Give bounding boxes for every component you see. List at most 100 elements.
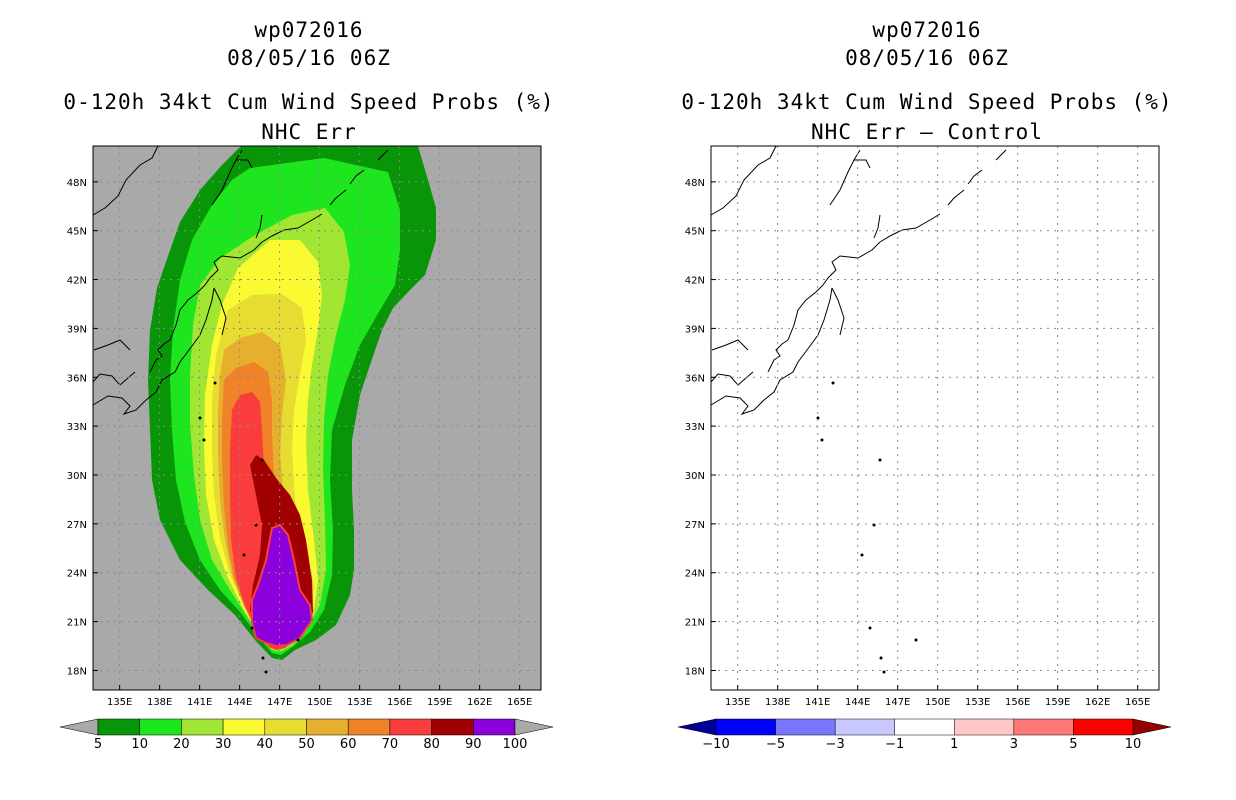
coastlines xyxy=(710,145,1007,674)
coastline-segment xyxy=(261,213,323,243)
colorbar-label: 20 xyxy=(173,737,190,752)
colorbar-low-arrow xyxy=(59,718,99,736)
lat-label: 45N xyxy=(685,227,705,238)
colorbar-label: 70 xyxy=(382,737,399,752)
map-background xyxy=(711,146,1159,690)
lat-labels: 48N 45N 42N 39N 36N 33N 30N 27N 24N 21N 18N xyxy=(685,178,716,677)
forecast-datetime: 08/05/16 06Z xyxy=(845,46,1009,70)
colorbar-swatch xyxy=(834,718,895,736)
colorbar-swatch xyxy=(139,718,182,736)
island-dot xyxy=(816,416,820,420)
colorbar: −10 −5 −3 −1 1 3 5 10 xyxy=(677,718,1172,752)
lon-label: 138E xyxy=(765,697,790,708)
island-dot xyxy=(264,670,268,674)
island-dot xyxy=(914,638,918,642)
lat-label: 30N xyxy=(67,471,87,482)
colorbar-label: 60 xyxy=(340,737,357,752)
coastline-segment xyxy=(92,395,147,415)
lon-label: 162E xyxy=(467,697,492,708)
colorbar-swatch xyxy=(181,718,224,736)
colorbar-swatch xyxy=(473,718,516,736)
colorbar-label: 80 xyxy=(423,737,440,752)
colorbar-swatch xyxy=(1073,718,1134,736)
coastline-segment xyxy=(377,149,389,161)
colorbar: 5 10 20 30 40 50 60 70 80 90 100 xyxy=(59,718,554,752)
lat-label: 27N xyxy=(685,520,705,531)
lat-label: 39N xyxy=(67,324,87,335)
colorbar-swatch xyxy=(954,718,1015,736)
coastline-segment xyxy=(879,213,941,243)
storm-id: wp072016 xyxy=(254,18,364,42)
island-dot xyxy=(242,553,246,557)
colorbar-label: 10 xyxy=(1125,737,1142,752)
map-frame xyxy=(92,145,542,691)
lon-label: 159E xyxy=(1045,697,1070,708)
forecast-datetime: 08/05/16 06Z xyxy=(227,46,391,70)
island-dot xyxy=(260,458,264,462)
lon-label: 150E xyxy=(925,697,950,708)
storm-id: wp072016 xyxy=(872,18,982,42)
lon-label: 144E xyxy=(845,697,870,708)
colorbar-label: −10 xyxy=(702,737,729,752)
lon-labels: 135E 138E 141E 144E 147E 150E 153E 156E 159E 162E… xyxy=(107,685,532,708)
lat-label: 24N xyxy=(67,569,87,580)
probability-contours xyxy=(148,146,436,660)
lon-label: 153E xyxy=(965,697,990,708)
lon-label: 156E xyxy=(387,697,412,708)
colorbar-label: −3 xyxy=(826,737,845,752)
lat-label: 42N xyxy=(685,276,705,287)
coastline-segment xyxy=(787,284,824,341)
coastline-segment xyxy=(767,339,789,373)
coastline-segment xyxy=(169,284,206,341)
lat-label: 39N xyxy=(685,324,705,335)
colorbar-high-arrow xyxy=(514,718,554,736)
grid-lines xyxy=(93,146,541,690)
coastline-segment xyxy=(947,189,965,206)
colorbar-label: 5 xyxy=(1069,737,1077,752)
island-dot xyxy=(296,638,300,642)
colorbar-swatch xyxy=(306,718,349,736)
colorbar-label: −5 xyxy=(766,737,785,752)
lat-label: 45N xyxy=(67,227,87,238)
colorbar-label: 1 xyxy=(950,737,958,752)
island-dot xyxy=(261,656,265,660)
lat-labels: 48N 45N 42N 39N 36N 33N 30N 27N 24N 21N 18N xyxy=(67,178,98,677)
lon-label: 165E xyxy=(1125,697,1150,708)
lat-label: 24N xyxy=(685,569,705,580)
island-dot xyxy=(868,626,872,630)
lon-label: 165E xyxy=(507,697,532,708)
colorbar-swatch xyxy=(264,718,307,736)
lon-label: 141E xyxy=(805,697,830,708)
map-frame xyxy=(710,145,1160,691)
lon-label: 147E xyxy=(267,697,292,708)
contour-90 xyxy=(251,523,314,648)
colorbar-label: 30 xyxy=(215,737,232,752)
island-dot xyxy=(878,458,882,462)
lat-label: 21N xyxy=(685,618,705,629)
coastline-segment xyxy=(763,287,833,401)
colorbar-swatch xyxy=(347,718,391,736)
coastline-segment xyxy=(145,287,215,401)
lon-label: 135E xyxy=(725,697,750,708)
coastline-segment xyxy=(255,214,263,239)
coastline-segment xyxy=(93,339,131,351)
lat-label: 33N xyxy=(67,422,87,433)
colorbar-label: 40 xyxy=(257,737,274,752)
panel-nhc-err: wp072016 08/05/16 06Z 0-120h 34kt Cum Wi… xyxy=(59,18,554,752)
colorbar-swatch xyxy=(222,718,266,736)
colorbar-label: 5 xyxy=(94,737,102,752)
lon-label: 162E xyxy=(1085,697,1110,708)
lon-label: 153E xyxy=(347,697,372,708)
colorbar-swatch xyxy=(431,718,474,736)
coastline-segment xyxy=(204,241,263,286)
panel-subtitle: NHC Err xyxy=(261,120,357,144)
colorbar-swatch xyxy=(775,718,836,736)
colorbar-label: 10 xyxy=(131,737,148,752)
colorbar-swatch xyxy=(894,718,955,736)
product-title: 0-120h 34kt Cum Wind Speed Probs (%) xyxy=(681,90,1173,114)
lon-label: 150E xyxy=(307,697,332,708)
lon-label: 147E xyxy=(885,697,910,708)
lon-label: 156E xyxy=(1005,697,1030,708)
